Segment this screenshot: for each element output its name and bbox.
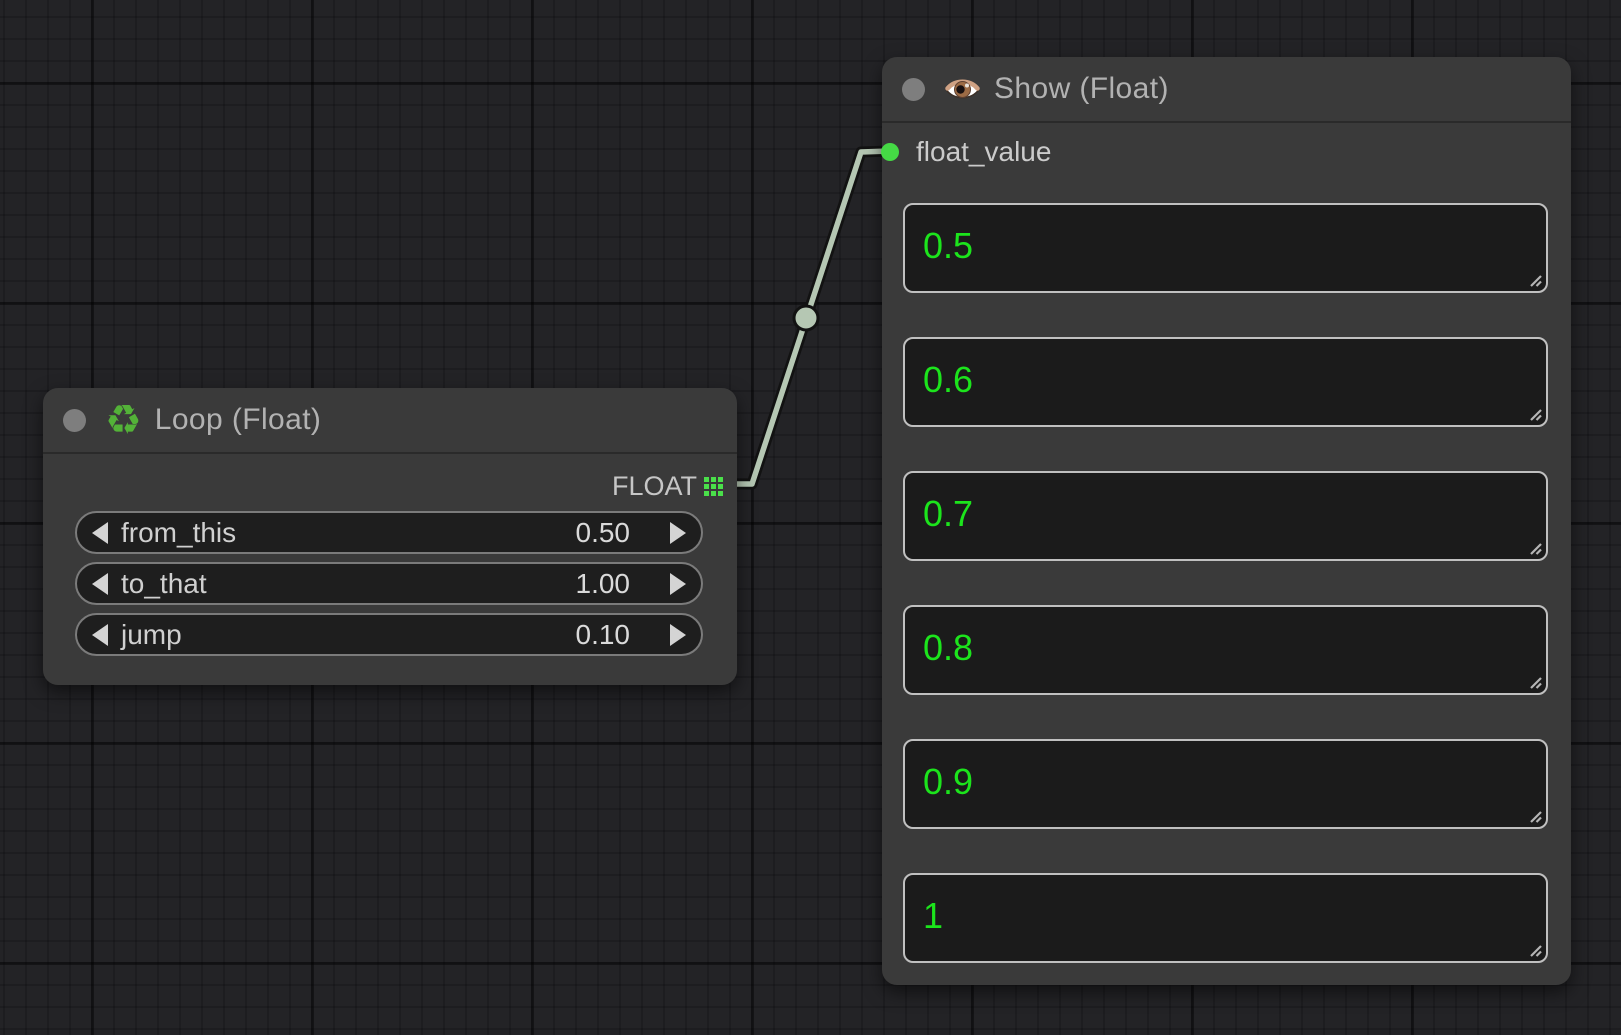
link-midpoint-dot bbox=[792, 304, 820, 332]
eye-icon bbox=[944, 76, 981, 103]
value-text: 0.6 bbox=[923, 359, 974, 400]
decrement-arrow-icon[interactable] bbox=[92, 623, 108, 646]
value-textarea[interactable]: 0.7 bbox=[903, 471, 1548, 561]
resize-grip-icon[interactable] bbox=[1528, 675, 1542, 689]
resize-grip-icon[interactable] bbox=[1528, 943, 1542, 957]
node-show-float[interactable]: Show (Float) float_value 0.5 0.6 0.7 bbox=[881, 57, 1571, 985]
input-slot-label: float_value bbox=[916, 136, 1052, 167]
widget-value: 0.50 bbox=[575, 516, 631, 548]
decrement-arrow-icon[interactable] bbox=[92, 521, 108, 544]
resize-grip-icon[interactable] bbox=[1528, 407, 1542, 421]
value-textarea[interactable]: 1 bbox=[903, 873, 1548, 963]
input-slot-dot[interactable] bbox=[881, 143, 899, 161]
value-text: 0.7 bbox=[923, 493, 974, 534]
loop-widgets: from_this 0.50 to_that 1.00 jump 0.10 bbox=[75, 511, 703, 656]
value-text: 0.8 bbox=[923, 627, 974, 668]
float-output-row: FLOAT bbox=[612, 466, 723, 506]
resize-grip-icon[interactable] bbox=[1528, 273, 1542, 287]
show-node-header[interactable]: Show (Float) bbox=[882, 57, 1571, 123]
widget-value: 1.00 bbox=[575, 567, 631, 599]
widget-label: jump bbox=[121, 618, 182, 650]
value-text: 0.9 bbox=[923, 761, 974, 802]
widget-from-this[interactable]: from_this 0.50 bbox=[75, 511, 703, 554]
value-textarea[interactable]: 0.5 bbox=[903, 203, 1548, 293]
recycle-icon: ♻ bbox=[105, 395, 142, 444]
resize-grip-icon[interactable] bbox=[1528, 541, 1542, 555]
float-output-label: FLOAT bbox=[611, 470, 697, 501]
value-text: 1 bbox=[923, 895, 944, 936]
loop-node-header[interactable]: ♻ Loop (Float) bbox=[43, 388, 737, 454]
widget-label: to_that bbox=[121, 567, 207, 599]
widget-value: 0.10 bbox=[575, 618, 631, 650]
value-text: 0.5 bbox=[923, 225, 974, 266]
increment-arrow-icon[interactable] bbox=[670, 521, 686, 544]
increment-arrow-icon[interactable] bbox=[670, 623, 686, 646]
collapse-dot[interactable] bbox=[63, 408, 86, 432]
collapse-dot[interactable] bbox=[902, 77, 925, 101]
value-textarea[interactable]: 0.6 bbox=[903, 337, 1548, 427]
decrement-arrow-icon[interactable] bbox=[92, 572, 108, 595]
show-node-title: Show (Float) bbox=[994, 72, 1169, 105]
node-loop-float[interactable]: ♻ Loop (Float) FLOAT from_this 0.50 bbox=[43, 388, 737, 685]
increment-arrow-icon[interactable] bbox=[670, 572, 686, 595]
loop-node-title: Loop (Float) bbox=[154, 403, 322, 436]
widget-label: from_this bbox=[121, 516, 237, 548]
widget-to-that[interactable]: to_that 1.00 bbox=[75, 562, 703, 605]
grid-slot-icon[interactable] bbox=[704, 476, 723, 496]
value-textarea[interactable]: 0.8 bbox=[903, 605, 1548, 695]
widget-jump[interactable]: jump 0.10 bbox=[75, 613, 703, 656]
value-textarea[interactable]: 0.9 bbox=[903, 739, 1548, 829]
resize-grip-icon[interactable] bbox=[1528, 809, 1542, 823]
show-value-list: 0.5 0.6 0.7 0.8 bbox=[903, 203, 1548, 963]
